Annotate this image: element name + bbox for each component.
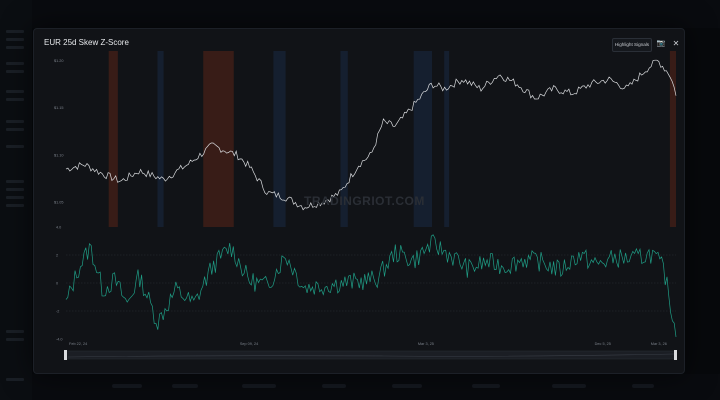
signal-band	[273, 51, 286, 227]
date-tick-label: Sep 09, 24	[240, 342, 258, 346]
signal-band	[108, 51, 118, 227]
zscore-tick-label: 4.0	[56, 226, 61, 230]
price-line	[65, 59, 677, 211]
signal-band	[444, 51, 450, 227]
price-tick-label: $1.05	[54, 201, 64, 205]
zscore-tick-label: -2	[56, 310, 59, 314]
date-axis-labels: Feb 22, 24 Sep 09, 24 Mar 3, 25 Dec 5, 25 Ma…	[69, 342, 667, 346]
highlight-signals-button[interactable]: Highlight Signals	[612, 38, 652, 52]
signal-band	[669, 51, 676, 227]
watermark: TRADINGRIOT.COM	[304, 194, 425, 208]
chart-svg: $1.20 $1.15 $1.10 $1.05 4.0 2 0 -2 -4.0 Feb 22,…	[54, 51, 677, 360]
zscore-gridlines	[66, 254, 676, 312]
camera-icon[interactable]: 📷	[656, 40, 666, 47]
signal-band	[413, 51, 432, 227]
range-handle-right[interactable]	[674, 350, 677, 360]
background-sidebar	[0, 0, 32, 400]
signal-bands	[108, 51, 676, 227]
price-tick-label: $1.15	[54, 106, 64, 110]
range-slider[interactable]	[64, 350, 677, 360]
zscore-tick-label: -4.0	[56, 338, 63, 342]
background-header	[32, 0, 720, 28]
zscore-line	[65, 234, 677, 337]
background-footer	[32, 374, 720, 400]
signal-band	[203, 51, 234, 227]
zscore-tick-label: 0	[56, 282, 58, 286]
range-slider-track[interactable]	[65, 350, 677, 360]
price-tick-label: $1.10	[54, 153, 64, 157]
price-tick-label: $1.20	[54, 59, 64, 63]
date-tick-label: Mar 3, 25	[418, 342, 434, 346]
price-axis-labels: $1.20 $1.15 $1.10 $1.05	[54, 59, 64, 205]
chart-modal: EUR 25d Skew Z-Score Highlight Signals 📷…	[33, 28, 685, 374]
date-tick-label: Feb 22, 24	[69, 342, 87, 346]
zscore-tick-label: 2	[56, 254, 58, 258]
signal-band	[157, 51, 164, 227]
range-handle-left[interactable]	[64, 350, 67, 360]
signal-band	[340, 51, 348, 227]
date-tick-label: Dec 5, 25	[595, 342, 611, 346]
date-tick-label: Mar 3, 26	[651, 342, 667, 346]
chart-title: EUR 25d Skew Z-Score	[44, 38, 129, 47]
zscore-axis-labels: 4.0 2 0 -2 -4.0	[56, 226, 63, 342]
close-icon[interactable]: ✕	[672, 39, 680, 48]
